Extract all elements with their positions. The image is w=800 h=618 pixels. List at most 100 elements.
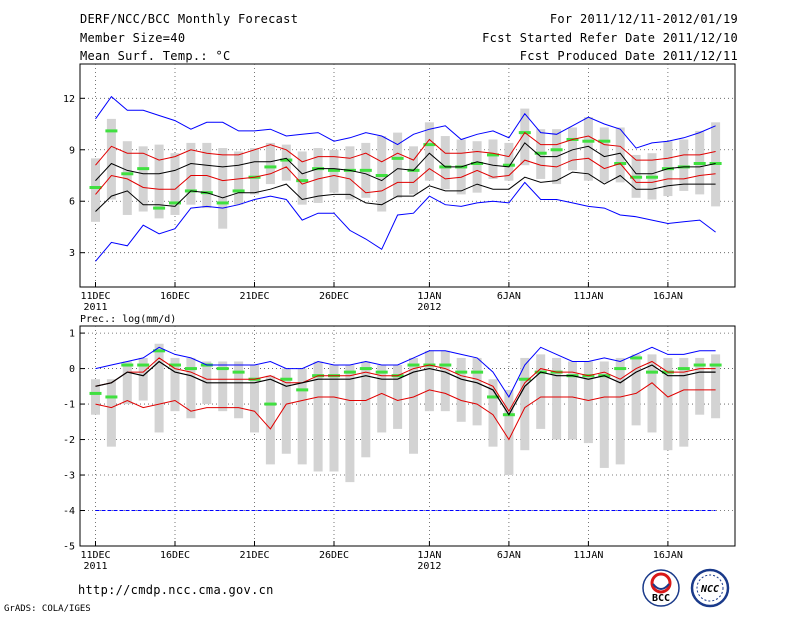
median-marker bbox=[439, 363, 452, 367]
x-tick-label: 1JAN bbox=[417, 291, 441, 302]
member-spread-box bbox=[377, 365, 387, 433]
member-spread-box bbox=[265, 375, 275, 465]
median-marker bbox=[89, 391, 102, 395]
extreme-min-line bbox=[95, 181, 716, 262]
median-marker bbox=[89, 186, 102, 190]
x-tick-year: 2012 bbox=[417, 561, 441, 572]
median-marker bbox=[709, 363, 722, 367]
member-spread-box bbox=[154, 343, 164, 433]
y-tick-label: 0 bbox=[69, 364, 75, 375]
member-spread-box bbox=[568, 361, 577, 440]
member-spread-box bbox=[472, 357, 482, 426]
median-marker bbox=[407, 363, 420, 367]
y-tick-label: -5 bbox=[63, 542, 75, 553]
median-marker bbox=[153, 349, 166, 353]
plot-frame bbox=[79, 63, 736, 288]
x-tick-label: 16DEC bbox=[160, 550, 190, 561]
y-tick-label: 6 bbox=[69, 197, 75, 208]
x-tick-year: 2011 bbox=[83, 302, 107, 313]
member-spread-box bbox=[250, 148, 259, 195]
extreme-max-line bbox=[95, 95, 716, 149]
member-spread-box bbox=[186, 142, 196, 205]
member-spread-box bbox=[424, 122, 434, 181]
member-spread-box bbox=[297, 151, 307, 205]
member-spread-box bbox=[281, 144, 291, 181]
x-tick-label: 16JAN bbox=[653, 550, 683, 561]
ncc-logo-text: NCC bbox=[700, 584, 719, 595]
member-spread-box bbox=[265, 142, 275, 185]
member-spread-box bbox=[297, 368, 307, 465]
median-marker bbox=[582, 139, 595, 143]
x-tick-label: 16DEC bbox=[160, 291, 190, 302]
mean-line bbox=[95, 142, 716, 182]
member-spread-box bbox=[106, 118, 116, 200]
median-marker bbox=[455, 370, 468, 374]
median-marker bbox=[105, 129, 118, 133]
median-marker bbox=[296, 388, 309, 392]
y-tick-label: -2 bbox=[63, 435, 75, 446]
member-spread-box bbox=[488, 139, 498, 179]
member-spread-box bbox=[218, 361, 228, 412]
source-url[interactable]: http://cmdp.ncc.cma.gov.cn bbox=[78, 583, 274, 597]
member-spread-box bbox=[122, 361, 132, 405]
member-spread-box bbox=[472, 141, 482, 193]
median-marker bbox=[280, 377, 293, 381]
member-spread-box bbox=[568, 127, 577, 171]
median-marker bbox=[598, 139, 611, 143]
median-marker bbox=[646, 175, 658, 179]
y-tick-label: -1 bbox=[63, 400, 75, 411]
median-marker bbox=[169, 363, 181, 367]
x-tick-label: 11JAN bbox=[573, 550, 603, 561]
member-spread-box bbox=[361, 361, 371, 458]
median-marker bbox=[328, 168, 340, 172]
median-marker bbox=[169, 201, 181, 205]
member-spread-box bbox=[281, 368, 291, 454]
x-tick-label: 11DEC bbox=[80, 550, 110, 561]
median-marker bbox=[264, 402, 277, 406]
x-tick-label: 21DEC bbox=[239, 291, 269, 302]
median-marker bbox=[184, 367, 197, 371]
member-spread-box bbox=[170, 357, 180, 412]
median-marker bbox=[153, 206, 166, 210]
variable-label-prec: Prec.: log(mm/d) bbox=[80, 314, 176, 325]
member-spread-box bbox=[456, 357, 466, 422]
median-marker bbox=[137, 363, 150, 367]
min-line bbox=[95, 171, 716, 212]
median-marker bbox=[518, 377, 531, 381]
member-spread-box bbox=[663, 357, 673, 451]
median-marker bbox=[137, 167, 150, 171]
median-marker bbox=[614, 367, 627, 371]
median-marker bbox=[359, 168, 372, 172]
member-spread-box bbox=[218, 148, 228, 229]
member-spread-box bbox=[552, 357, 562, 440]
member-spread-box bbox=[695, 357, 705, 415]
grads-credit: GrADS: COLA/IGES bbox=[4, 604, 91, 614]
median-marker bbox=[487, 153, 499, 157]
member-spread-box bbox=[440, 136, 450, 190]
median-marker bbox=[646, 370, 658, 374]
member-spread-box bbox=[393, 132, 403, 198]
member-spread-box bbox=[313, 148, 323, 203]
plot-frame bbox=[79, 325, 736, 547]
median-marker bbox=[359, 367, 372, 371]
lower-spread-line bbox=[95, 157, 716, 195]
forecast-produced-date: Fcst Produced Date 2011/12/11 bbox=[519, 49, 738, 63]
x-tick-label: 6JAN bbox=[497, 550, 521, 561]
y-tick-label: 1 bbox=[69, 329, 75, 340]
median-marker bbox=[105, 395, 118, 399]
member-spread-box bbox=[186, 357, 196, 419]
median-marker bbox=[375, 370, 388, 374]
member-spread-box bbox=[599, 127, 609, 183]
member-spread-box bbox=[536, 354, 546, 429]
bcc-logo-icon: BCC bbox=[642, 569, 680, 607]
forecast-period: For 2011/12/11-2012/01/19 bbox=[549, 12, 738, 26]
member-spread-box bbox=[154, 144, 164, 219]
member-spread-box bbox=[170, 153, 180, 215]
median-marker bbox=[121, 172, 134, 176]
member-spread-box bbox=[440, 350, 450, 412]
upper-spread-line bbox=[95, 357, 716, 413]
median-marker bbox=[232, 189, 245, 193]
y-tick-label: -3 bbox=[63, 471, 75, 482]
